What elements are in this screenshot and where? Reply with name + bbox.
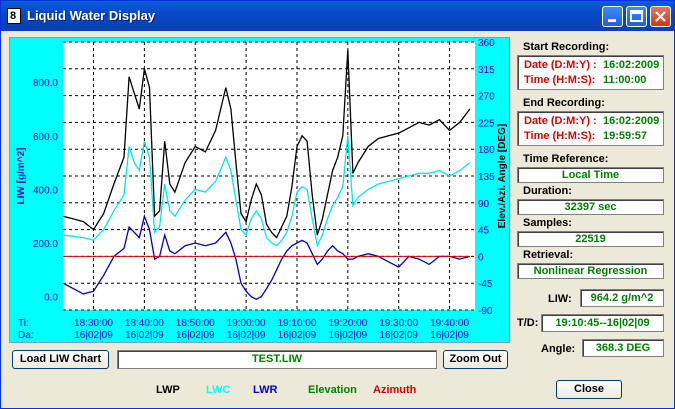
- td-readout-label: T/D:: [517, 317, 539, 329]
- y-tick-right: 360: [478, 38, 495, 49]
- time-reference-heading: Time Reference:: [523, 153, 609, 165]
- x-tick-time: 19:20:00: [328, 318, 367, 329]
- legend-item-elevation: Elevation: [308, 384, 357, 396]
- x-tick-time: 19:30:00: [379, 318, 418, 329]
- legend-item-azimuth: Azimuth: [373, 384, 417, 396]
- retrieval-heading: Retrieval:: [523, 249, 574, 261]
- y-tick-left: 200.0: [33, 239, 58, 250]
- liw-readout-label: LIW:: [548, 293, 572, 305]
- samples-value: 22519: [517, 231, 664, 247]
- y-tick-left: 0.0: [44, 293, 58, 304]
- y-tick-right: 135: [478, 172, 495, 183]
- legend-item-lwp: LWP: [156, 384, 180, 396]
- x-tick-date: 16|02|09: [278, 330, 317, 341]
- x-row-label-date: Da:: [18, 330, 34, 341]
- series-line-lwr: [62, 213, 471, 301]
- filename-field: TEST.LIW: [117, 350, 437, 369]
- y-tick-right: 90: [478, 199, 490, 210]
- series-line-lwp: [62, 49, 471, 239]
- y-tick-left: 800.0: [33, 78, 58, 89]
- y-tick-left: 600.0: [33, 132, 58, 143]
- x-tick-date: 16|02|09: [430, 330, 469, 341]
- start-recording-heading: Start Recording:: [523, 41, 610, 53]
- load-liw-chart-button[interactable]: Load LIW Chart: [12, 350, 109, 369]
- close-button[interactable]: Close: [556, 380, 622, 399]
- liw-readout-value: 964.2 g/m^2: [580, 289, 664, 307]
- app-icon[interactable]: 8: [7, 8, 21, 24]
- y-tick-right: 180: [478, 145, 495, 156]
- start-date-value: 16:02:2009: [603, 59, 660, 71]
- minimize-icon: [608, 19, 616, 22]
- liw-chart[interactable]: 800.0 600.0 400.0 200.0 0.0 360 315 270 225 180 13…: [10, 38, 509, 342]
- duration-value: 32397 sec: [517, 199, 664, 215]
- app-icon-glyph: 8: [10, 10, 17, 22]
- x-tick-date: 16|02|09: [227, 330, 266, 341]
- x-tick-time: 18:50:00: [176, 318, 215, 329]
- y-axis-label-left: LIW [g/m^2]: [16, 148, 27, 205]
- x-tick-date: 16|02|09: [74, 330, 113, 341]
- title-bar[interactable]: 8 Liquid Water Display: [1, 1, 674, 31]
- end-time-value: 19:59:57: [603, 130, 648, 142]
- start-date-label: Date (D:M:Y) :: [524, 59, 597, 71]
- angle-readout-label: Angle:: [541, 343, 576, 355]
- y-tick-right: 315: [478, 65, 495, 76]
- retrieval-value: Nonlinear Regression: [517, 263, 664, 279]
- samples-heading: Samples:: [523, 217, 572, 229]
- y-tick-right: 0: [478, 252, 484, 263]
- x-tick-date: 16|02|09: [329, 330, 368, 341]
- legend-item-lwr: LWR: [253, 384, 278, 396]
- duration-heading: Duration:: [523, 185, 572, 197]
- close-icon: [655, 11, 666, 22]
- y-axis-label-right: Elev./Azi. Angle [DEG]: [497, 124, 508, 228]
- start-time-value: 11:00:00: [603, 74, 647, 86]
- x-tick-time: 18:40:00: [125, 318, 164, 329]
- maximize-button[interactable]: [626, 6, 647, 27]
- start-time-label: Time (H:M:S):: [524, 74, 596, 86]
- x-tick-date: 16|02|09: [176, 330, 215, 341]
- start-recording-box: Date (D:M:Y) : 16:02:2009 Time (H:M:S): …: [517, 55, 664, 90]
- end-time-label: Time (H:M:S):: [524, 130, 596, 142]
- x-tick-time: 19:00:00: [227, 318, 266, 329]
- x-tick-time: 19:10:00: [278, 318, 317, 329]
- close-window-button[interactable]: [650, 6, 671, 27]
- series-line-lwc: [62, 135, 471, 248]
- x-tick-date: 16|02|09: [125, 330, 164, 341]
- y-tick-right: 45: [478, 226, 490, 237]
- y-tick-right: -90: [478, 306, 493, 317]
- x-tick-date: 16|02|09: [379, 330, 418, 341]
- end-recording-heading: End Recording:: [523, 97, 605, 109]
- y-tick-right: 225: [478, 118, 495, 129]
- x-row-label-time: Ti:: [18, 318, 29, 329]
- y-tick-left: 400.0: [33, 185, 58, 196]
- end-date-value: 16:02:2009: [603, 115, 660, 127]
- x-tick-time: 18:30:00: [74, 318, 113, 329]
- x-tick-time: 19:40:00: [430, 318, 469, 329]
- chart-panel: 800.0 600.0 400.0 200.0 0.0 360 315 270 225 180 13…: [9, 37, 510, 343]
- td-readout-value: 19:10:45--16|02|09: [541, 314, 664, 332]
- window-title: Liquid Water Display: [27, 8, 156, 23]
- end-date-label: Date (D:M:Y) :: [524, 115, 597, 127]
- zoom-out-button[interactable]: Zoom Out: [443, 350, 508, 369]
- legend-item-lwc: LWC: [206, 384, 231, 396]
- angle-readout-value: 368.3 DEG: [582, 339, 664, 357]
- y-tick-right: 270: [478, 92, 495, 103]
- maximize-icon: [630, 10, 643, 22]
- time-reference-value: Local Time: [517, 167, 664, 183]
- y-tick-right: -45: [478, 279, 493, 290]
- end-recording-box: Date (D:M:Y) : 16:02:2009 Time (H:M:S): …: [517, 111, 664, 146]
- minimize-button[interactable]: [602, 6, 623, 27]
